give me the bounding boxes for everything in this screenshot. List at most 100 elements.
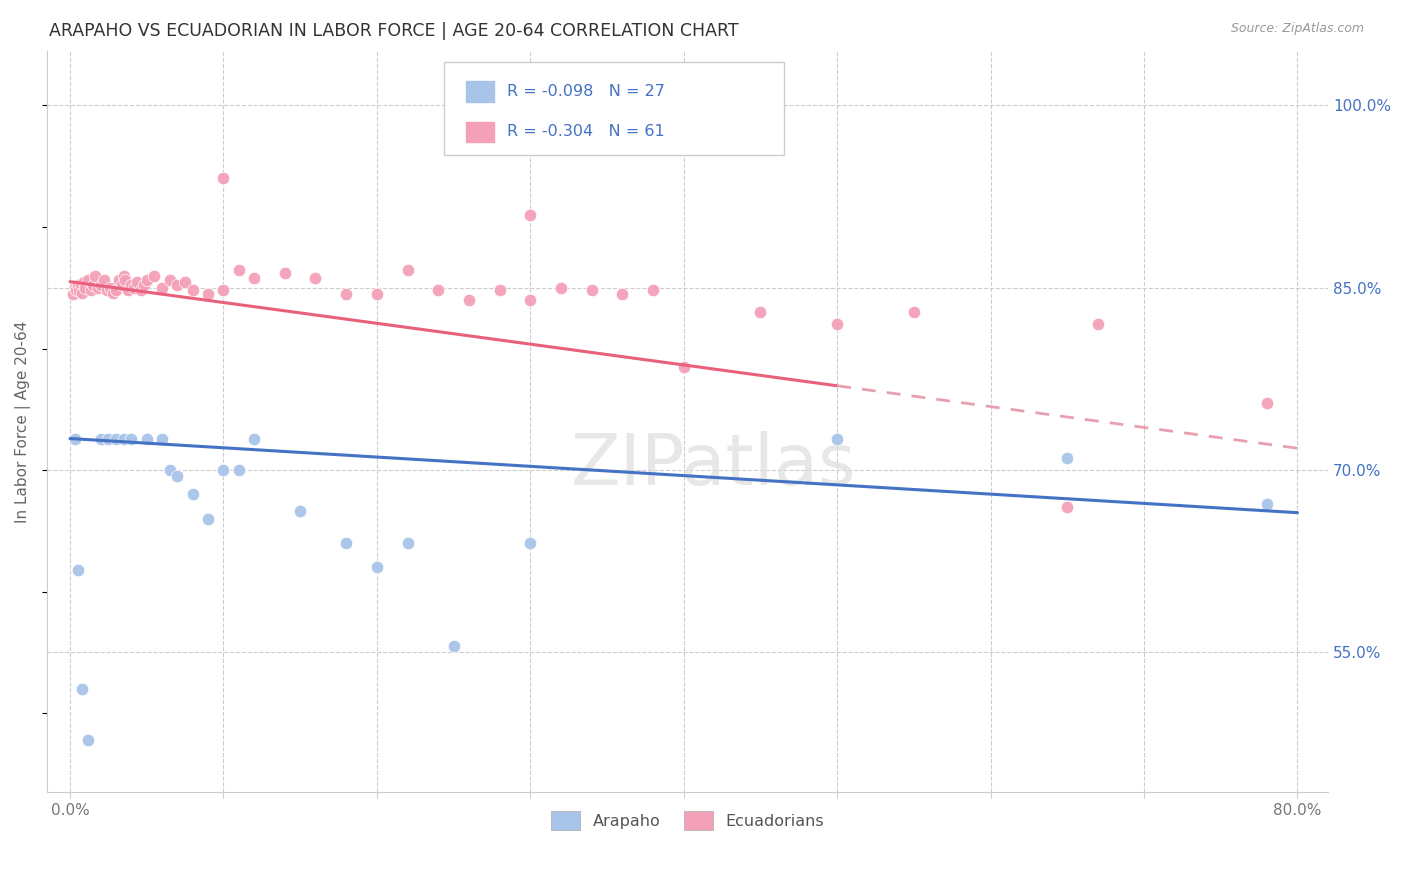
Point — [903, 305, 925, 319]
Point — [749, 305, 772, 319]
Point — [63, 432, 86, 446]
Point — [82, 278, 104, 293]
Point — [120, 278, 142, 293]
Point — [105, 283, 128, 297]
Point — [641, 283, 664, 297]
Text: R = -0.098   N = 27: R = -0.098 N = 27 — [508, 85, 665, 99]
Point — [77, 273, 100, 287]
Point — [197, 286, 219, 301]
Point — [581, 283, 603, 297]
Point — [90, 432, 112, 446]
Text: R = -0.304   N = 61: R = -0.304 N = 61 — [508, 124, 665, 139]
Point — [174, 275, 197, 289]
Point — [335, 536, 357, 550]
Point — [825, 317, 848, 331]
Point — [112, 268, 135, 283]
Point — [212, 283, 235, 297]
Point — [111, 278, 134, 293]
Point — [304, 271, 326, 285]
Point — [135, 273, 157, 287]
Point — [1056, 500, 1078, 514]
Point — [114, 273, 136, 287]
Point — [181, 283, 204, 297]
Point — [75, 281, 97, 295]
Point — [825, 432, 848, 446]
Point — [93, 273, 115, 287]
Point — [77, 733, 100, 747]
Point — [62, 286, 84, 301]
Point — [166, 469, 188, 483]
Point — [672, 359, 695, 374]
Point — [108, 273, 131, 287]
Point — [519, 208, 541, 222]
Point — [212, 463, 235, 477]
Point — [105, 432, 128, 446]
Point — [396, 262, 419, 277]
Point — [228, 463, 250, 477]
Point — [159, 463, 181, 477]
Text: Source: ZipAtlas.com: Source: ZipAtlas.com — [1230, 22, 1364, 36]
Point — [166, 278, 188, 293]
Point — [1087, 317, 1109, 331]
Point — [65, 283, 87, 297]
Point — [212, 171, 235, 186]
Point — [66, 278, 89, 293]
Point — [69, 277, 91, 292]
Point — [83, 268, 105, 283]
Point — [129, 283, 152, 297]
Point — [488, 283, 510, 297]
Point — [132, 278, 155, 293]
Point — [112, 432, 135, 446]
Point — [458, 293, 481, 307]
Point — [66, 563, 89, 577]
Point — [181, 487, 204, 501]
Point — [127, 275, 149, 289]
Point — [135, 432, 157, 446]
Point — [117, 283, 139, 297]
Point — [150, 432, 173, 446]
Point — [243, 432, 266, 446]
Point — [197, 512, 219, 526]
Point — [98, 281, 121, 295]
Point — [427, 283, 450, 297]
Point — [366, 560, 388, 574]
Point — [90, 278, 112, 293]
Y-axis label: In Labor Force | Age 20-64: In Labor Force | Age 20-64 — [15, 320, 31, 523]
Point — [1256, 396, 1278, 410]
FancyBboxPatch shape — [444, 62, 783, 154]
Point — [73, 275, 96, 289]
Point — [159, 273, 181, 287]
Point — [519, 536, 541, 550]
Bar — [465, 81, 494, 103]
Point — [72, 681, 94, 696]
Point — [335, 286, 357, 301]
Point — [124, 281, 146, 295]
Point — [143, 268, 166, 283]
Point — [519, 293, 541, 307]
Point — [63, 281, 86, 295]
Point — [274, 266, 297, 280]
Point — [80, 283, 103, 297]
Point — [243, 271, 266, 285]
Point — [288, 504, 311, 518]
Point — [228, 262, 250, 277]
Point — [120, 432, 142, 446]
Point — [97, 432, 120, 446]
Point — [150, 281, 173, 295]
Point — [366, 286, 388, 301]
Legend: Arapaho, Ecuadorians: Arapaho, Ecuadorians — [544, 805, 831, 836]
Point — [67, 285, 90, 299]
Point — [612, 286, 634, 301]
Point — [396, 536, 419, 550]
Text: ARAPAHO VS ECUADORIAN IN LABOR FORCE | AGE 20-64 CORRELATION CHART: ARAPAHO VS ECUADORIAN IN LABOR FORCE | A… — [49, 22, 738, 40]
Point — [101, 285, 124, 300]
Point — [1256, 497, 1278, 511]
Text: ZIPatlas: ZIPatlas — [571, 432, 856, 500]
Point — [72, 285, 94, 300]
Bar — [465, 121, 494, 142]
Point — [86, 281, 108, 295]
Point — [550, 281, 572, 295]
Point — [443, 640, 465, 654]
Point — [1056, 450, 1078, 465]
Point — [96, 283, 118, 297]
